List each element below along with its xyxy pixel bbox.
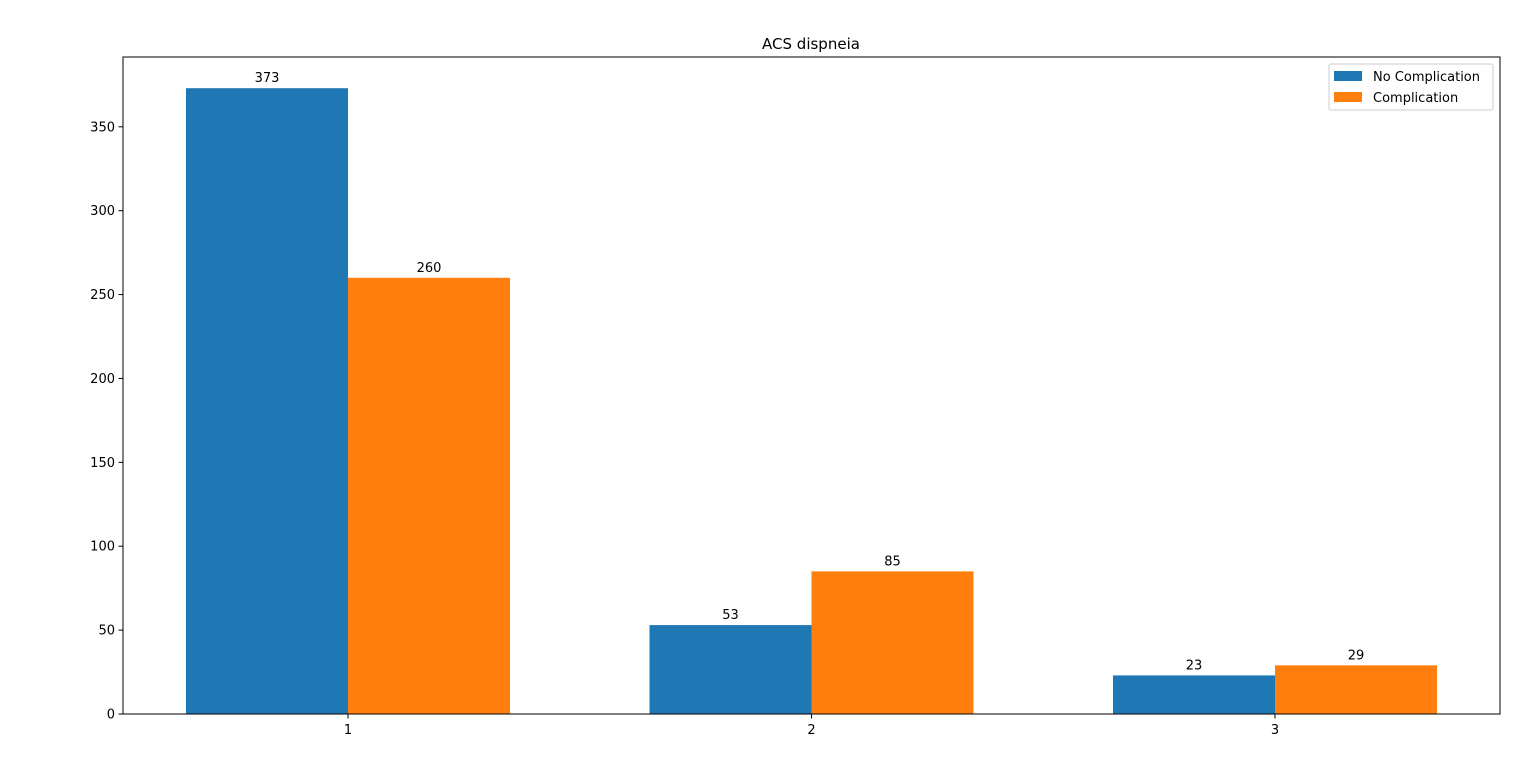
bar-series-0-cat-2: [1113, 675, 1275, 714]
data-label-series-1-cat-2: 29: [1348, 648, 1365, 663]
data-labels-layer: 373 53 23 260 85 29: [255, 71, 1365, 673]
x-tick-label-0: 1: [344, 723, 352, 738]
x-tick-label-1: 2: [807, 723, 815, 738]
legend-label-0: No Complication: [1373, 70, 1480, 85]
legend-swatch-1: [1334, 92, 1362, 102]
legend: No Complication Complication: [1328, 63, 1494, 111]
x-axis: 1 2 3: [344, 714, 1279, 738]
chart-title: ACS dispneia: [762, 35, 860, 53]
bar-series-1-cat-1: [811, 571, 974, 714]
y-tick-label-6: 300: [90, 204, 115, 219]
bar-series-0-cat-1: [649, 625, 812, 714]
legend-swatch-0: [1334, 71, 1362, 81]
data-label-series-1-cat-0: 260: [417, 261, 442, 276]
y-tick-label-3: 150: [90, 456, 115, 471]
bar-series-1-cat-0: [348, 277, 510, 714]
y-tick-label-5: 250: [90, 288, 115, 303]
bar-series-1-cat-2: [1275, 665, 1437, 714]
y-tick-label-2: 100: [90, 540, 115, 555]
data-label-series-0-cat-2: 23: [1186, 658, 1203, 673]
bars-layer: [186, 88, 1437, 715]
bar-series-0-cat-0: [186, 88, 348, 715]
data-label-series-0-cat-0: 373: [255, 71, 280, 86]
x-tick-label-2: 3: [1271, 723, 1279, 738]
y-tick-label-0: 0: [107, 708, 115, 723]
legend-label-1: Complication: [1373, 91, 1458, 106]
y-tick-label-7: 350: [90, 120, 115, 135]
data-label-series-0-cat-1: 53: [722, 608, 739, 623]
data-label-series-1-cat-1: 85: [884, 554, 901, 569]
legend-box: [1328, 63, 1494, 111]
y-tick-label-1: 50: [98, 624, 115, 639]
y-axis: 0 50 100 150 200 250 300 350: [90, 120, 123, 723]
y-tick-label-4: 200: [90, 372, 115, 387]
